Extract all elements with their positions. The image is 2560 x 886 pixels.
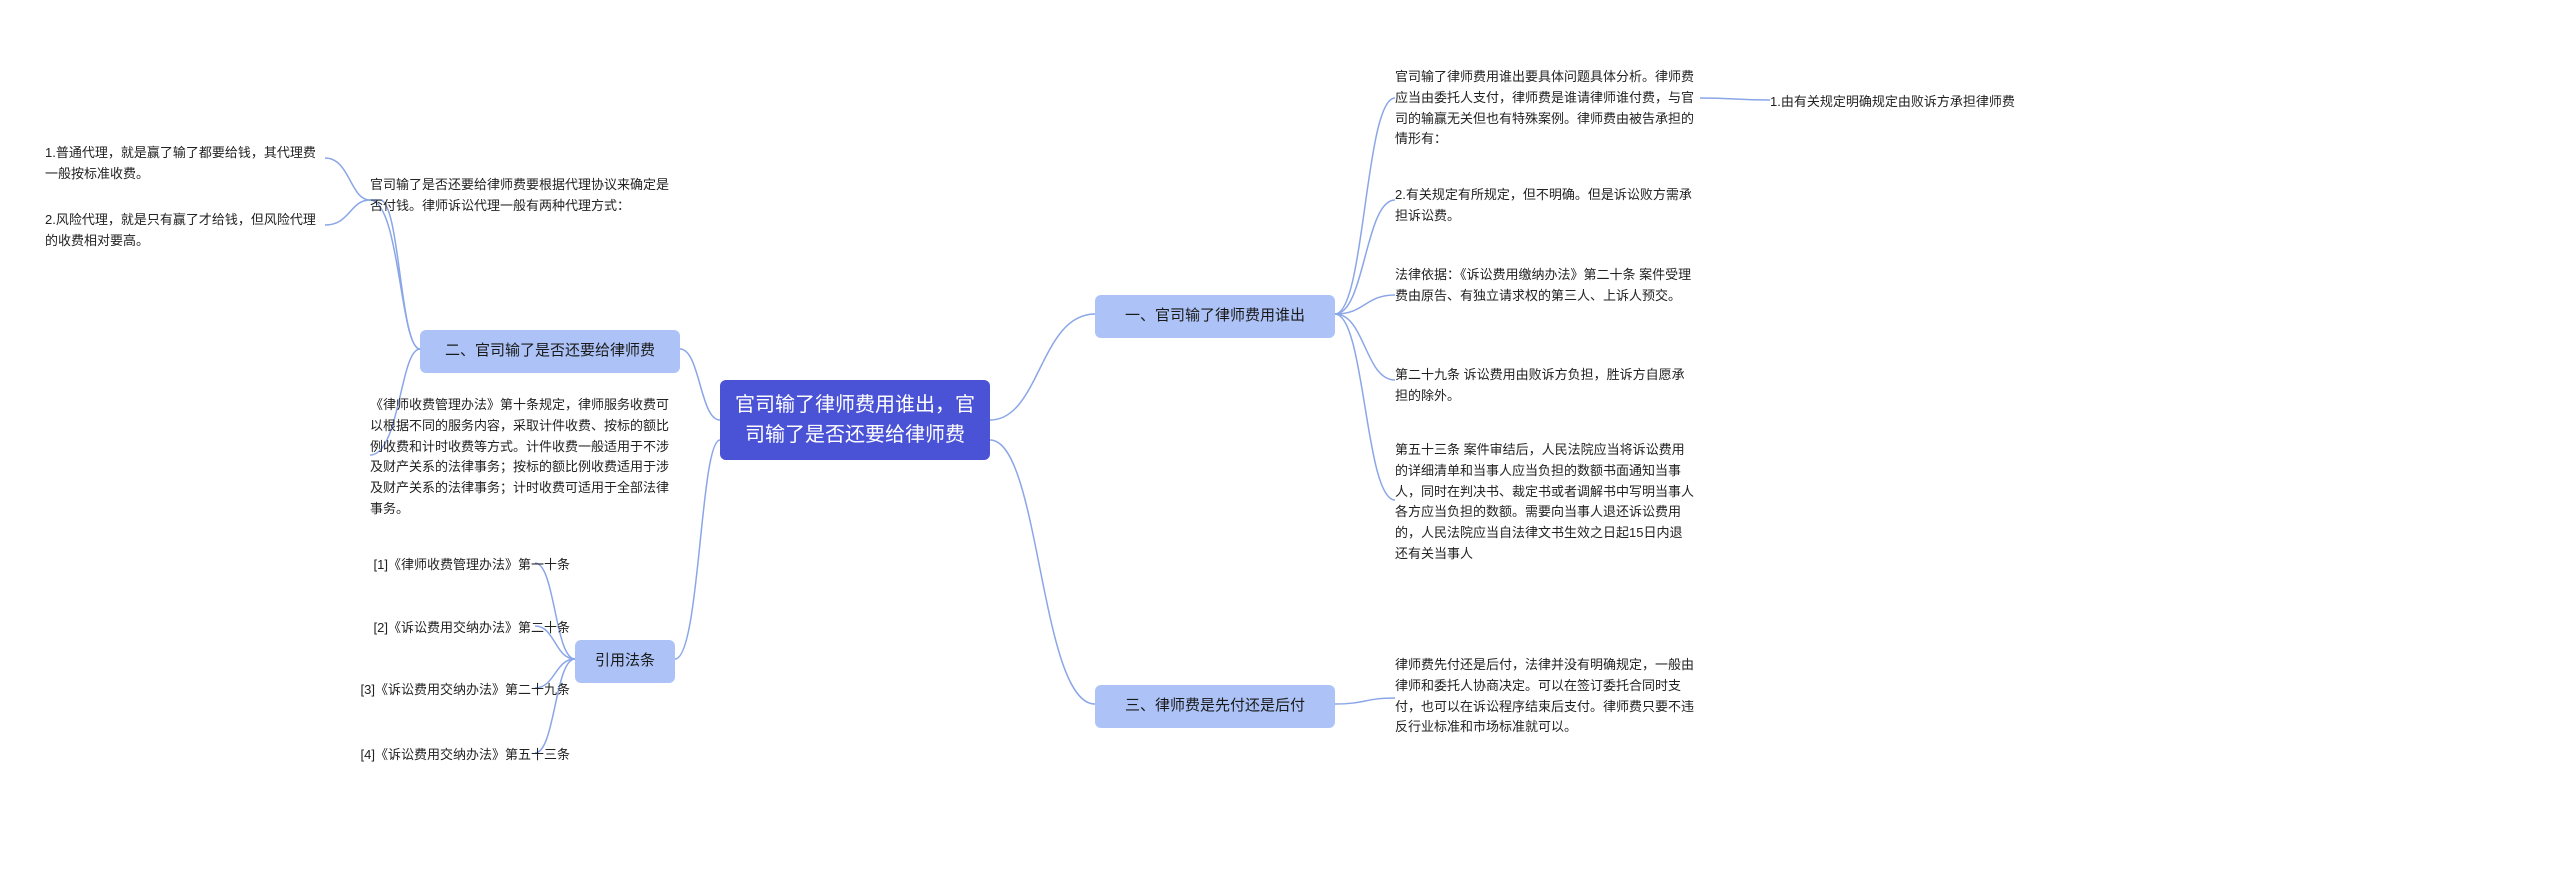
branch2-sub1: 1.普通代理，就是赢了输了都要给钱，其代理费一般按标准收费。 [45, 143, 325, 185]
branch3-leaf1: 律师费先付还是后付，法律并没有明确规定，一般由律师和委托人协商决定。可以在签订委… [1395, 655, 1695, 738]
branch-ref-title: 引用法条 [595, 650, 655, 673]
branch2-top: 官司输了是否还要给律师费要根据代理协议来确定是否付钱。律师诉讼代理一般有两种代理… [370, 175, 670, 217]
center-topic: 官司输了律师费用谁出，官司输了是否还要给律师费 [720, 380, 990, 460]
branch-1: 一、官司输了律师费用谁出 [1095, 295, 1335, 338]
branch1-leaf4: 第二十九条 诉讼费用由败诉方负担，胜诉方自愿承担的除外。 [1395, 365, 1695, 407]
branch1-leaf1-sub: 1.由有关规定明确规定由败诉方承担律师费 [1770, 92, 2090, 113]
branch3-title: 三、律师费是先付还是后付 [1125, 695, 1305, 718]
branch-ref: 引用法条 [575, 640, 675, 683]
ref2: [2]《诉讼费用交纳办法》第二十条 [320, 618, 570, 639]
ref1: [1]《律师收费管理办法》第一十条 [320, 555, 570, 576]
branch2-title: 二、官司输了是否还要给律师费 [445, 340, 655, 363]
branch2-sub2: 2.风险代理，就是只有赢了才给钱，但风险代理的收费相对要高。 [45, 210, 325, 252]
center-title: 官司输了律师费用谁出，官司输了是否还要给律师费 [734, 390, 976, 450]
branch1-leaf1: 官司输了律师费用谁出要具体问题具体分析。律师费应当由委托人支付，律师费是谁请律师… [1395, 67, 1695, 150]
branch2-bottom: 《律师收费管理办法》第十条规定，律师服务收费可以根据不同的服务内容，采取计件收费… [370, 395, 670, 520]
branch1-leaf3: 法律依据：《诉讼费用缴纳办法》第二十条 案件受理费由原告、有独立请求权的第三人、… [1395, 265, 1695, 307]
branch1-leaf5: 第五十三条 案件审结后，人民法院应当将诉讼费用的详细清单和当事人应当负担的数额书… [1395, 440, 1695, 565]
branch1-leaf2: 2.有关规定有所规定，但不明确。但是诉讼败方需承担诉讼费。 [1395, 185, 1695, 227]
ref3: [3]《诉讼费用交纳办法》第二十九条 [320, 680, 570, 701]
ref4: [4]《诉讼费用交纳办法》第五十三条 [320, 745, 570, 766]
branch1-title: 一、官司输了律师费用谁出 [1125, 305, 1305, 328]
branch-2: 二、官司输了是否还要给律师费 [420, 330, 680, 373]
branch-3: 三、律师费是先付还是后付 [1095, 685, 1335, 728]
